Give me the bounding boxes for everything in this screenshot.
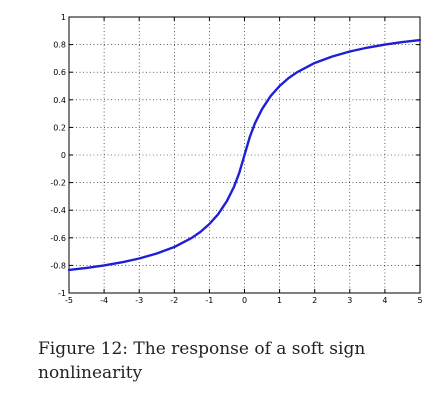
- figure-caption: Figure 12: The response of a soft sign n…: [38, 337, 428, 385]
- softsign-chart: -5 -4 -3 -2 -1 0 1 2 3 4 5 1 0.8 0.6 0.4 0.2 0 -0.2 -0.4 -…: [0, 0, 436, 330]
- y-tick-label: 0.8: [53, 41, 66, 50]
- x-tick-label: 0: [242, 296, 247, 305]
- x-tick-label: -1: [205, 296, 213, 305]
- y-tick-label: 0.2: [53, 123, 66, 132]
- x-tick-label: 5: [417, 296, 422, 305]
- y-tick-label: 1: [61, 13, 66, 22]
- x-tick-labels: -5 -4 -3 -2 -1 0 1 2 3 4 5: [65, 296, 423, 305]
- y-tick-label: -0.8: [50, 261, 66, 270]
- x-tick-label: 1: [277, 296, 282, 305]
- x-tick-label: -4: [100, 296, 108, 305]
- y-tick-label: -0.6: [50, 234, 66, 243]
- y-tick-labels: 1 0.8 0.6 0.4 0.2 0 -0.2 -0.4 -0.6 -0.8 -1: [50, 13, 66, 298]
- x-tick-label: -3: [135, 296, 143, 305]
- y-tick-label: 0.4: [53, 96, 66, 105]
- x-tick-label: -2: [170, 296, 178, 305]
- y-tick-label: -0.2: [50, 179, 66, 188]
- x-tick-label: 3: [347, 296, 352, 305]
- caption-label: Figure 12:: [38, 339, 128, 359]
- y-tick-label: 0: [61, 151, 66, 160]
- x-tick-label: -5: [65, 296, 73, 305]
- y-tick-label: -1: [58, 289, 66, 298]
- y-tick-label: -0.4: [50, 206, 66, 215]
- x-tick-label: 4: [382, 296, 387, 305]
- x-tick-label: 2: [312, 296, 317, 305]
- y-tick-label: 0.6: [53, 68, 66, 77]
